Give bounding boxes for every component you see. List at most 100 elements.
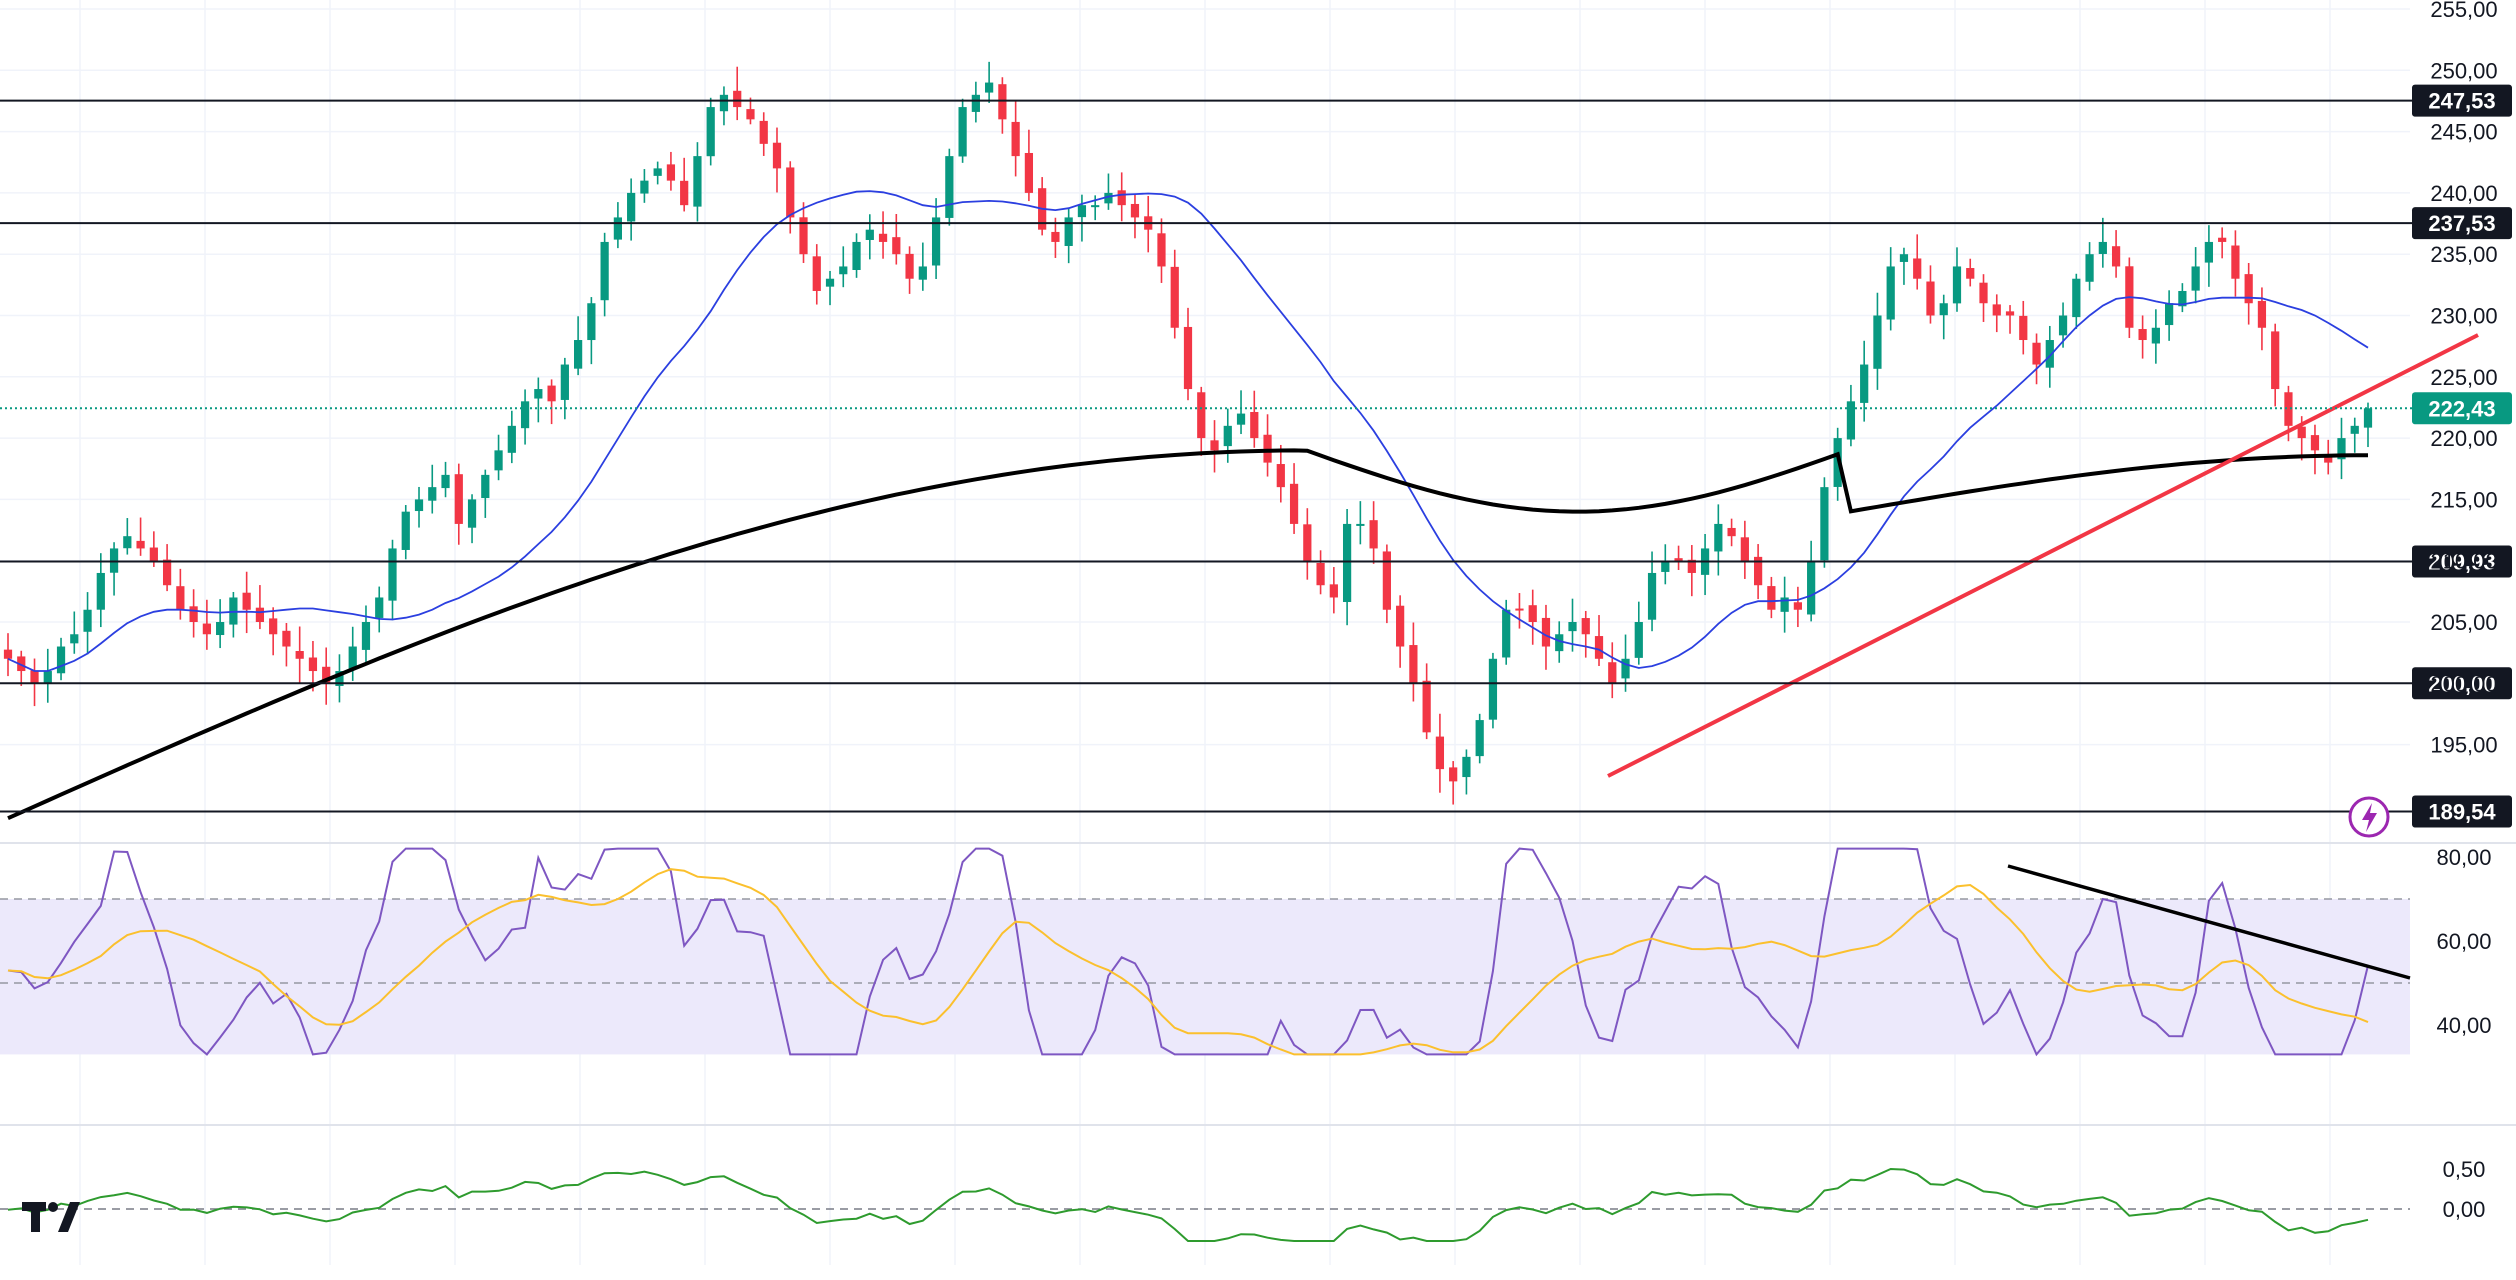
moving-average-short (7, 190, 2369, 672)
candle-body (1197, 392, 1206, 439)
candle-body (931, 217, 941, 266)
current-price-label: 222,43 (2428, 396, 2495, 421)
candle-body (322, 666, 331, 684)
candle-body (96, 572, 105, 610)
candle-body (865, 229, 874, 240)
candle-body (2085, 254, 2094, 282)
moving-average-long (7, 448, 2368, 821)
candle-body (1555, 634, 1564, 652)
candle-body (1674, 558, 1683, 561)
candle-body (1263, 434, 1272, 463)
candle-body (2019, 315, 2028, 341)
candle-body (1210, 440, 1219, 451)
candle-body (255, 607, 265, 622)
candle-body (242, 592, 251, 610)
support-trendline (1607, 333, 2479, 778)
candle-body (2324, 454, 2333, 463)
candle-body (2310, 435, 2320, 451)
candle-body (733, 90, 742, 108)
candle-body (534, 389, 543, 399)
candle-body (1064, 217, 1073, 246)
tradingview-logo (22, 1202, 80, 1232)
candle-body (1462, 756, 1471, 778)
candle-body (1780, 597, 1789, 612)
candle-body (2257, 300, 2267, 328)
candle-body (1528, 605, 1537, 622)
candle-body (1740, 537, 1749, 561)
candle-body (1581, 618, 1590, 635)
candle-body (1276, 464, 1285, 488)
candle-body (759, 120, 768, 144)
candle-body (43, 671, 52, 684)
candle-body (388, 548, 397, 601)
price-tick-label: 195,00 (2430, 733, 2497, 758)
candle-body (1130, 203, 1140, 218)
price-tick-label: 220,00 (2430, 426, 2497, 451)
candle-body (587, 303, 596, 341)
candle-body (772, 142, 782, 169)
candle-body (1342, 523, 1352, 603)
rsi-tick-label: 80,00 (2436, 845, 2491, 870)
candle-body (1157, 233, 1166, 267)
level-label: 209,93 (2428, 550, 2495, 575)
level-label-box (2412, 795, 2512, 828)
price-panel (0, 61, 2479, 821)
candle-body (706, 107, 715, 157)
candle-body (136, 540, 145, 549)
candle-body (892, 237, 901, 255)
candle-body (1449, 767, 1458, 782)
lightning-button[interactable] (2348, 796, 2390, 838)
level-label: 200,00 (2428, 671, 2495, 696)
candle-body (2297, 426, 2306, 439)
candle-body (1011, 121, 1020, 157)
candle-body (547, 385, 556, 402)
price-tick-label: 235,00 (2430, 242, 2497, 267)
candle-body (852, 241, 861, 270)
candle-body (560, 364, 569, 400)
candle-body (2111, 246, 2121, 267)
candle-body (958, 107, 967, 157)
candle-body (2244, 274, 2253, 304)
candle-body (1608, 662, 1617, 684)
candle-body (1807, 560, 1816, 615)
price-tick-label: 215,00 (2430, 487, 2497, 512)
candle-body (1382, 551, 1391, 610)
candle-body (1223, 425, 1232, 447)
candle-body (971, 94, 980, 112)
candle-body (494, 450, 503, 471)
candle-body (600, 241, 609, 301)
candle-body (269, 618, 278, 635)
oscillator-tick-label: 0,00 (2443, 1197, 2486, 1222)
candle-body (2005, 311, 2015, 316)
candle-body (1356, 523, 1365, 526)
candle-body (375, 597, 384, 618)
candle-body (83, 609, 92, 632)
rsi-panel (0, 847, 2411, 1057)
oscillator-panel (0, 1167, 2410, 1242)
candle-body (2072, 278, 2081, 318)
candle-body (1502, 609, 1511, 658)
candle-body (1714, 523, 1723, 552)
candle-body (2058, 315, 2068, 336)
rsi-average-line (7, 868, 2369, 1056)
candle-body (799, 217, 808, 255)
candle-body (17, 656, 26, 672)
price-tick-label: 240,00 (2430, 181, 2497, 206)
candle-body (481, 474, 490, 499)
candle-body (162, 559, 172, 586)
candle-body (428, 487, 437, 501)
candle-body (1793, 602, 1802, 610)
candle-body (1316, 562, 1325, 586)
candle-body (1117, 190, 1126, 206)
candle-body (2032, 342, 2041, 365)
candle-body (2178, 290, 2187, 307)
candle-body (1568, 622, 1577, 632)
price-tick-label: 255,00 (2430, 0, 2497, 22)
candle-body (1661, 560, 1670, 572)
candle-body (1369, 520, 1378, 549)
candle-body (1250, 411, 1259, 439)
candle-body (2204, 241, 2214, 263)
candle-body (30, 670, 39, 684)
candle-body (149, 547, 158, 561)
candle-body (2350, 425, 2359, 434)
